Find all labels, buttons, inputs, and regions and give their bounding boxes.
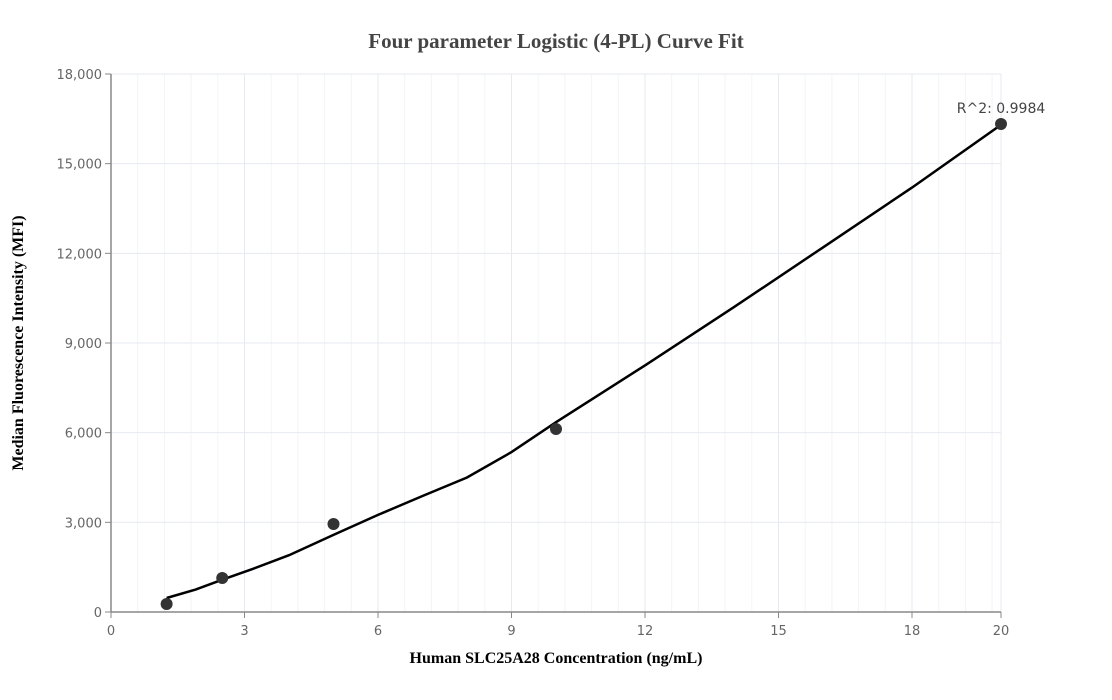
x-tick-label: 9: [507, 624, 515, 639]
x-tick-label: 15: [770, 624, 787, 639]
chart-title: Four parameter Logistic (4-PL) Curve Fit: [368, 29, 743, 53]
x-tick-label: 20: [993, 624, 1010, 639]
fit-curve: [166, 123, 1002, 600]
data-point: [160, 597, 173, 610]
data-point: [995, 118, 1007, 131]
y-tick-label: 15,000: [57, 158, 103, 173]
x-tick-label: 18: [904, 624, 921, 639]
y-tick-label: 9,000: [65, 337, 102, 352]
x-tick-label: 12: [637, 624, 654, 639]
x-tick-label: 0: [107, 624, 115, 639]
data-point: [327, 518, 340, 531]
x-axis-label: Human SLC25A28 Concentration (ng/mL): [410, 650, 703, 667]
y-tick-label: 12,000: [57, 247, 103, 262]
y-tick-label: 18,000: [57, 68, 103, 83]
y-tick-label: 6,000: [65, 427, 102, 442]
x-tick-label: 3: [240, 624, 248, 639]
y-tick-label: 0: [94, 606, 102, 621]
y-tick-label: 3,000: [65, 516, 102, 531]
data-point: [216, 572, 229, 585]
x-tick-label: 6: [374, 624, 382, 639]
r-squared-annotation: R^2: 0.9984: [957, 101, 1046, 117]
y-axis-label: Median Fluorescence Intensity (MFI): [10, 215, 27, 470]
data-point: [550, 423, 562, 436]
